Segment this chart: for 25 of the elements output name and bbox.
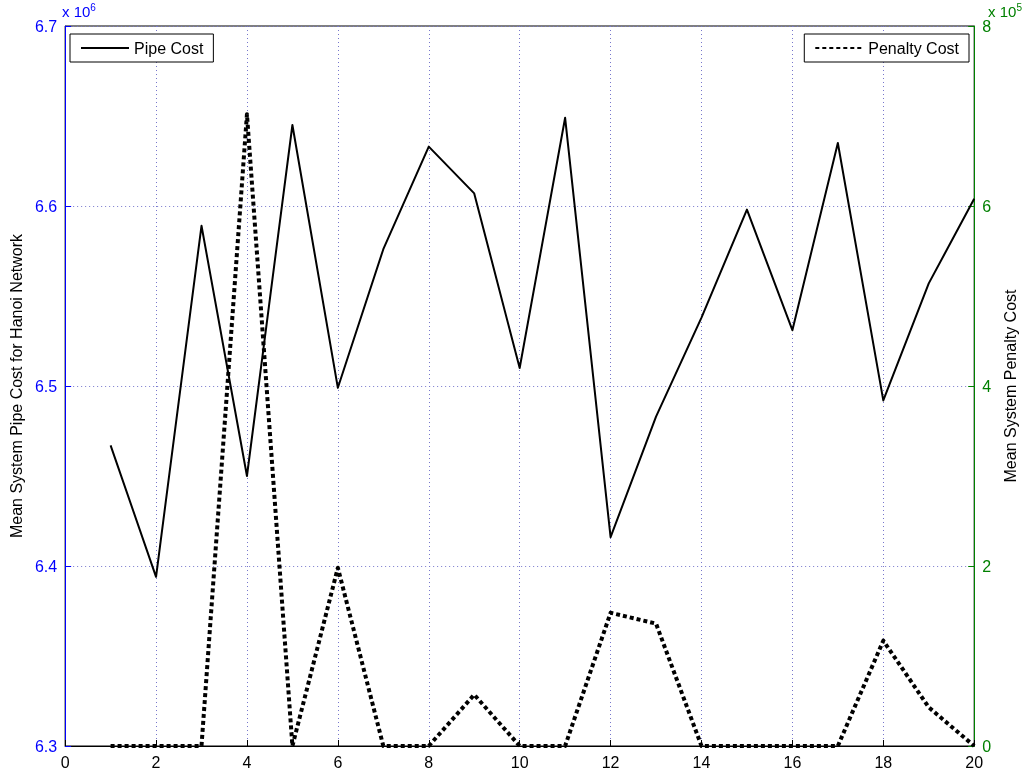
y2-tick-label: 8 [982, 17, 992, 35]
x-tick-label: 0 [60, 753, 70, 771]
y-axis-title: Mean System Pipe Cost for Hanoi Network [7, 232, 25, 539]
x-tick-label: 20 [965, 753, 984, 771]
y2-tick-label: 4 [982, 377, 992, 395]
y-tick-label: 6.4 [34, 557, 58, 575]
x-tick-label: 10 [510, 753, 529, 771]
y-tick-label: 6.6 [34, 197, 58, 215]
y2-tick-label: 0 [982, 737, 992, 755]
x-tick-label: 2 [151, 753, 161, 771]
y-tick-label: 6.7 [34, 17, 58, 35]
y2-tick-label: 6 [982, 197, 992, 215]
x-tick-label: 4 [242, 753, 252, 771]
y-tick-label: 6.3 [34, 737, 58, 755]
x-tick-label: 12 [601, 753, 620, 771]
y-tick-label: 6.5 [34, 377, 58, 395]
legend-label: Pipe Cost [134, 39, 204, 57]
legend-label: Penalty Cost [868, 39, 960, 57]
y2-axis-title: Mean System Penalty Cost [1001, 288, 1019, 483]
x-tick-label: 18 [874, 753, 893, 771]
y2-tick-label: 2 [982, 557, 992, 575]
x-tick-label: 16 [783, 753, 802, 771]
x-tick-label: 6 [333, 753, 343, 771]
x-tick-label: 8 [424, 753, 434, 771]
x-tick-label: 14 [692, 753, 711, 771]
